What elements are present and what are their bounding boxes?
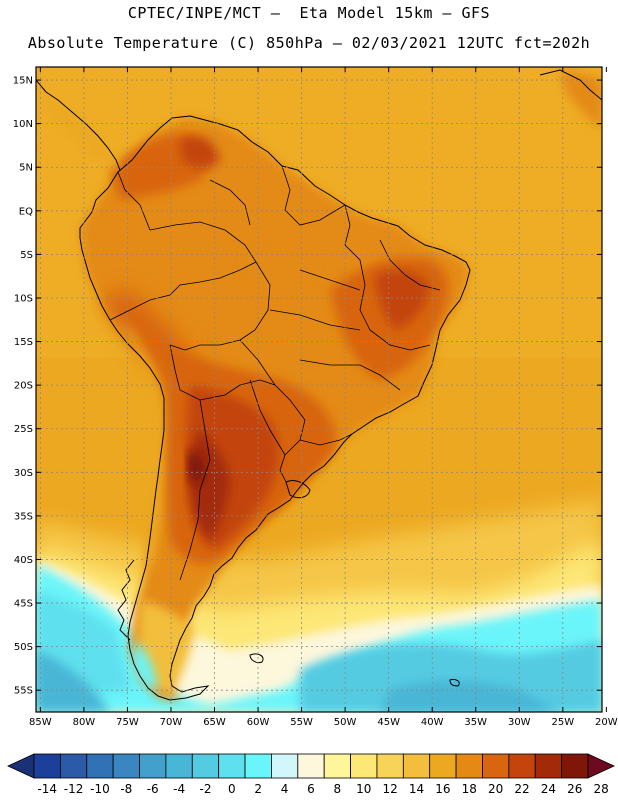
lat-label: 35S	[14, 511, 33, 522]
colorbar-swatch	[191, 753, 220, 779]
lon-label: 65W	[203, 717, 226, 728]
lon-label: 60W	[247, 717, 270, 728]
colorbar-label: -2	[199, 782, 211, 796]
temperature-map: 15N 10N 5N EQ 5S 10S 15S 20S 25S 30S 35S 40S 45S 50S 5…	[13, 66, 618, 728]
title-line-1: CPTEC/INPE/MCT – Eta Model 15km – GFS	[127, 4, 491, 22]
colorbar-labels: -14 -12 -10 -8 -6 -4 -2 0 2 4 6 8 10 12 14 16 18 20 22 24 26…	[37, 782, 608, 796]
lon-label: 55W	[290, 717, 313, 728]
lat-label: 55S	[14, 686, 33, 697]
colorbar-label: 20	[488, 782, 503, 796]
colorbar-label: 24	[541, 782, 556, 796]
colorbar-swatch	[165, 753, 193, 779]
colorbar-label: 2	[254, 782, 262, 796]
colorbar-swatch	[455, 753, 483, 779]
title-line-2: Absolute Temperature (C) 850hPa – 02/03/…	[27, 34, 591, 52]
lat-label: 5N	[19, 163, 33, 174]
colorbar-swatch	[218, 753, 246, 779]
lon-label: 35W	[464, 717, 487, 728]
colorbar-swatch	[271, 753, 299, 779]
lat-label: EQ	[19, 206, 33, 217]
lon-label: 45W	[377, 717, 400, 728]
colorbar-swatch	[350, 753, 378, 779]
lon-label: 80W	[73, 717, 96, 728]
lat-label: 45S	[14, 599, 33, 610]
axis-ticks	[36, 67, 607, 712]
lat-label: 40S	[14, 555, 33, 566]
colorbar-label: -10	[90, 782, 110, 796]
lon-label: 85W	[29, 717, 52, 728]
longitude-labels: 85W 80W 75W 70W 65W 60W 55W 50W 45W 40W 35W 30W 25W 2…	[29, 717, 618, 728]
colorbar-label: 16	[435, 782, 450, 796]
colorbar-label: -12	[64, 782, 84, 796]
colorbar-swatch	[323, 753, 351, 779]
lon-label: 30W	[508, 717, 531, 728]
colorbar-label: -14	[37, 782, 57, 796]
colorbar-swatch	[376, 753, 404, 779]
colorbar-label: -6	[147, 782, 159, 796]
colorbar-swatch	[86, 753, 114, 779]
graticule	[36, 67, 602, 712]
colorbar-label: 26	[567, 782, 582, 796]
colorbar-label: 10	[356, 782, 371, 796]
lon-label: 75W	[116, 717, 139, 728]
map-frame	[35, 66, 603, 713]
lat-label: 5S	[20, 250, 33, 261]
colorbar-label: 12	[383, 782, 398, 796]
colorbar-label: 4	[281, 782, 289, 796]
lon-label: 70W	[160, 717, 183, 728]
colorbar: -14 -12 -10 -8 -6 -4 -2 0 2 4 6 8 10 12 14 16 18 20 22 24 26…	[7, 753, 615, 796]
colorbar-swatches	[7, 753, 615, 779]
lat-label: 10N	[13, 119, 33, 130]
colorbar-swatch	[429, 753, 457, 779]
lon-label: 40W	[421, 717, 444, 728]
lat-label: 50S	[14, 642, 33, 653]
lat-label: 15N	[13, 76, 33, 87]
colorbar-swatch	[244, 753, 272, 779]
lat-label: 30S	[14, 468, 33, 479]
lat-label: 20S	[14, 381, 33, 392]
lat-label: 15S	[14, 337, 33, 348]
country-borders	[109, 165, 441, 581]
colorbar-label: -8	[120, 782, 132, 796]
colorbar-label: 8	[334, 782, 342, 796]
colorbar-high-arrow	[587, 753, 615, 779]
colorbar-label: 14	[409, 782, 424, 796]
colorbar-label: 0	[228, 782, 236, 796]
lat-label: 10S	[14, 293, 33, 304]
colorbar-swatch	[508, 753, 536, 779]
latitude-labels: 15N 10N 5N EQ 5S 10S 15S 20S 25S 30S 35S 40S 45S 50S 5…	[13, 76, 33, 697]
lon-label: 25W	[552, 717, 575, 728]
colorbar-swatch	[112, 753, 140, 779]
colorbar-swatch	[297, 753, 325, 779]
colorbar-label: 22	[514, 782, 529, 796]
colorbar-swatch	[561, 753, 589, 779]
colorbar-label: -4	[173, 782, 185, 796]
colorbar-low-arrow	[7, 753, 35, 779]
lon-label: 20W	[595, 717, 618, 728]
temperature-field	[36, 67, 602, 712]
lon-label: 50W	[334, 717, 357, 728]
colorbar-label: 6	[307, 782, 315, 796]
colorbar-swatch	[482, 753, 510, 779]
colorbar-label: 28	[594, 782, 609, 796]
colorbar-swatch	[59, 753, 88, 779]
colorbar-swatch	[534, 753, 563, 779]
lat-label: 25S	[14, 424, 33, 435]
colorbar-swatch	[402, 753, 431, 779]
colorbar-swatch	[139, 753, 167, 779]
colorbar-swatch	[33, 753, 61, 779]
colorbar-label: 18	[462, 782, 477, 796]
